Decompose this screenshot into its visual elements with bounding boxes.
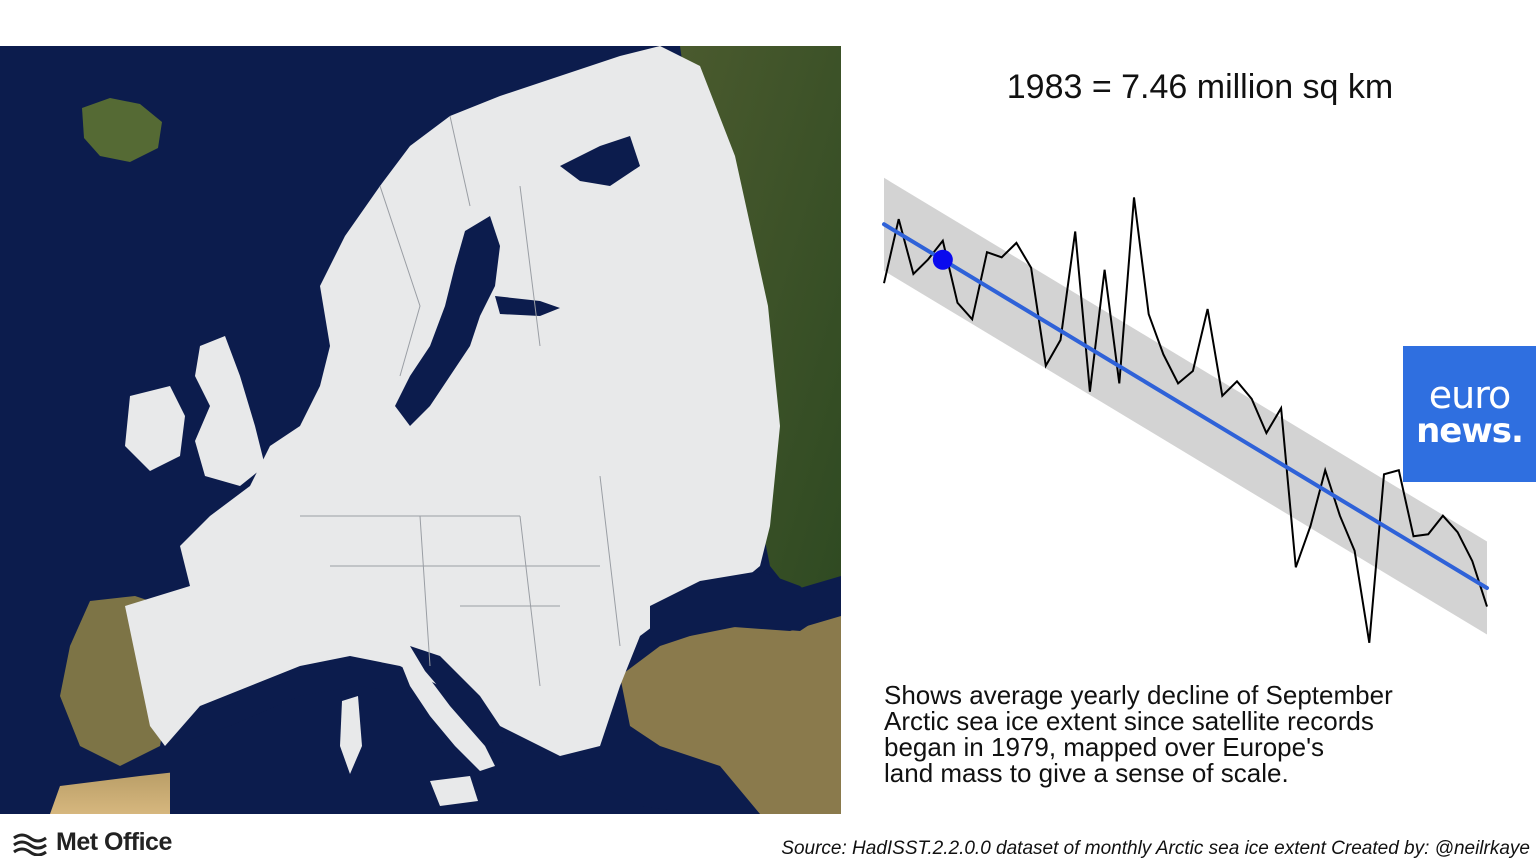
met-office-logo: Met Office: [12, 828, 172, 857]
gulf-of-finland: [495, 296, 560, 316]
sicily: [430, 776, 478, 806]
trend-line: [882, 222, 1489, 590]
black-sea: [650, 571, 830, 636]
europe-map: [0, 46, 841, 814]
euronews-logo-line1: euro: [1428, 373, 1512, 417]
adriatic-sea: [410, 646, 500, 736]
sea-ice-extent-overlay: [125, 46, 780, 756]
caption-line: began in 1979, mapped over Europe's: [884, 732, 1325, 762]
country-borders: [300, 115, 621, 687]
met-office-waves-icon: [13, 833, 47, 856]
highlight-point-1983: [932, 249, 953, 270]
met-office-wordmark: Met Office: [56, 828, 172, 856]
iceland-land: [82, 98, 162, 162]
yearly-extent-line: [883, 197, 1488, 643]
ireland: [125, 386, 185, 471]
anatolia-land: [620, 616, 841, 814]
sardinia: [340, 696, 362, 774]
mediterranean-sea: [170, 686, 700, 814]
description-caption: Shows average yearly decline of Septembe…: [884, 682, 1484, 786]
caption-line: Arctic sea ice extent since satellite re…: [884, 706, 1374, 736]
italy-peninsula: [400, 661, 495, 771]
caption-line: Shows average yearly decline of Septembe…: [884, 680, 1393, 710]
source-credit: Source: HadISST.2.2.0.0 dataset of month…: [781, 838, 1530, 859]
headline-year-extent: 1983 = 7.46 million sq km: [1006, 68, 1394, 106]
euronews-logo-line2: news.: [1416, 411, 1524, 451]
euronews-logo: euro news.: [1403, 346, 1536, 482]
caption-line: land mass to give a sense of scale.: [884, 758, 1289, 788]
great-britain: [195, 336, 265, 486]
white-sea: [560, 136, 640, 186]
sea-ice-trend-chart: [882, 177, 1489, 643]
baltic-sea: [395, 216, 500, 426]
